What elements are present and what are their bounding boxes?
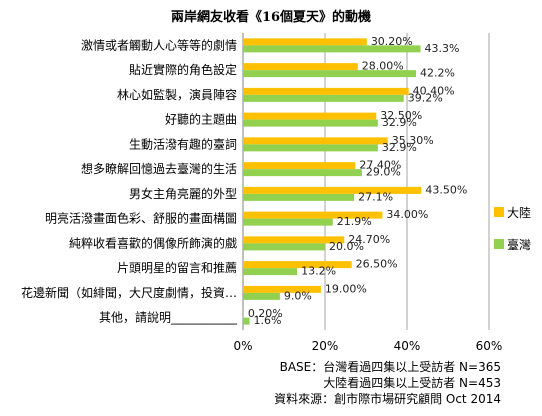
category-label-2: 林心如監製，演員陣容 bbox=[117, 87, 237, 102]
data-label-mainland-2: 40.40% bbox=[413, 84, 455, 97]
data-label-taiwan-6: 27.1% bbox=[358, 190, 393, 203]
data-label-taiwan-8: 20.0% bbox=[329, 240, 364, 253]
data-label-taiwan-2: 39.2% bbox=[408, 91, 443, 104]
category-label-4: 生動活潑有趣的臺詞 bbox=[129, 136, 237, 151]
bar-mainland-4 bbox=[243, 137, 388, 145]
bar-taiwan-7 bbox=[243, 218, 333, 226]
data-label-mainland-11: 0.20% bbox=[248, 307, 283, 320]
data-label-mainland-6: 43.50% bbox=[425, 183, 467, 196]
data-label-taiwan-10: 9.0% bbox=[284, 289, 312, 302]
note-base-taiwan: BASE：台灣看過四集以上受訪者 N=365 bbox=[279, 360, 501, 374]
category-label-5: 想多瞭解回憶過去臺灣的生活 bbox=[81, 161, 237, 176]
bar-mainland-0 bbox=[243, 38, 367, 46]
x-tick-label-3: 60% bbox=[476, 339, 503, 353]
bar-mainland-11 bbox=[243, 310, 244, 318]
category-label-8: 純粹收看喜歡的偶像所飾演的戲 bbox=[69, 235, 237, 250]
category-label-3: 好聽的主題曲 bbox=[165, 112, 237, 127]
bar-mainland-10 bbox=[243, 285, 321, 293]
x-tick-label-0: 0% bbox=[233, 339, 252, 353]
data-label-taiwan-5: 29.0% bbox=[366, 166, 401, 179]
data-label-taiwan-1: 42.2% bbox=[420, 67, 455, 80]
data-label-mainland-3: 32.50% bbox=[380, 109, 422, 122]
category-label-6: 男女主角亮麗的外型 bbox=[129, 186, 237, 201]
bar-taiwan-6 bbox=[243, 193, 355, 201]
x-tick-label-1: 20% bbox=[312, 339, 339, 353]
data-label-mainland-7: 34.00% bbox=[386, 208, 428, 221]
bar-taiwan-9 bbox=[243, 268, 298, 276]
bar-taiwan-3 bbox=[243, 119, 378, 127]
bar-taiwan-8 bbox=[243, 243, 325, 251]
data-label-taiwan-3: 32.9% bbox=[382, 116, 417, 129]
data-label-taiwan-11: 1.6% bbox=[254, 314, 282, 327]
data-label-mainland-8: 24.70% bbox=[348, 233, 390, 246]
bar-taiwan-4 bbox=[243, 144, 378, 152]
data-label-mainland-0: 30.20% bbox=[371, 35, 413, 48]
note-base-mainland: 大陸看過四集以上受訪者 N=453 bbox=[323, 376, 501, 390]
bar-mainland-3 bbox=[243, 112, 377, 120]
data-label-mainland-9: 26.50% bbox=[356, 258, 398, 271]
bar-mainland-1 bbox=[243, 63, 358, 71]
bar-taiwan-1 bbox=[243, 70, 417, 78]
legend-label-taiwan: 臺灣 bbox=[507, 237, 532, 252]
category-label-9: 片頭明星的留言和推薦 bbox=[117, 260, 237, 275]
bar-mainland-9 bbox=[243, 261, 352, 269]
note-source: 資料來源：創市際市場研究顧問 Oct 2014 bbox=[274, 392, 501, 406]
bar-mainland-7 bbox=[243, 211, 383, 219]
bar-taiwan-2 bbox=[243, 94, 404, 102]
chart-title: 兩岸網友收看《16個夏天》的動機 bbox=[170, 10, 372, 25]
category-label-7: 明亮活潑畫面色彩、舒服的畫面構圖 bbox=[45, 211, 237, 226]
bar-taiwan-10 bbox=[243, 292, 280, 300]
data-label-mainland-5: 27.40% bbox=[359, 159, 401, 172]
bar-mainland-6 bbox=[243, 186, 422, 194]
legend-swatch-taiwan bbox=[494, 239, 504, 249]
data-label-mainland-10: 19.00% bbox=[325, 282, 367, 295]
bar-taiwan-11 bbox=[243, 317, 250, 325]
bar-taiwan-5 bbox=[243, 169, 362, 177]
data-label-mainland-4: 35.30% bbox=[392, 134, 434, 147]
bar-mainland-8 bbox=[243, 236, 345, 244]
bar-mainland-5 bbox=[243, 162, 356, 170]
legend-item-taiwan: 臺灣 bbox=[494, 228, 531, 260]
data-label-taiwan-0: 43.3% bbox=[425, 42, 460, 55]
legend-label-mainland: 大陸 bbox=[507, 205, 532, 220]
data-label-taiwan-9: 13.2% bbox=[301, 265, 336, 278]
category-label-11: 其他，請說明___________ bbox=[99, 310, 238, 325]
bar-mainland-2 bbox=[243, 87, 409, 95]
x-tick-label-2: 40% bbox=[394, 339, 421, 353]
legend-swatch-mainland bbox=[494, 207, 504, 217]
footnotes: BASE：台灣看過四集以上受訪者 N=365 大陸看過四集以上受訪者 N=453… bbox=[0, 359, 501, 407]
legend-item-mainland: 大陸 bbox=[494, 196, 531, 228]
category-label-10: 花邊新聞（如緋聞，大尺度劇情，投資… bbox=[21, 285, 237, 300]
category-label-0: 激情或者觸動人心等等的劇情 bbox=[81, 37, 237, 52]
data-label-taiwan-4: 32.9% bbox=[382, 141, 417, 154]
data-label-mainland-1: 28.00% bbox=[362, 60, 404, 73]
data-label-taiwan-7: 21.9% bbox=[337, 215, 372, 228]
legend: 大陸 臺灣 bbox=[494, 196, 531, 260]
category-label-1: 貼近實際的角色設定 bbox=[129, 62, 237, 77]
bar-taiwan-0 bbox=[243, 45, 421, 53]
